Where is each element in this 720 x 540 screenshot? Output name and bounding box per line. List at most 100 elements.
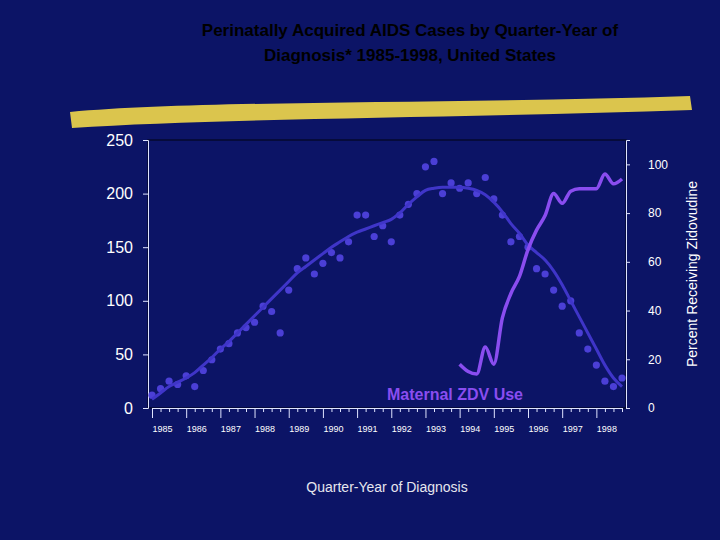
x-tick-mark xyxy=(468,408,469,412)
y-axis: 050100150200250 xyxy=(106,132,148,417)
x-tick-mark xyxy=(511,408,512,412)
y-tick-label: 150 xyxy=(106,239,133,256)
x-tick xyxy=(331,408,332,412)
y2-tick-label: 60 xyxy=(648,255,662,269)
x-tick-mark xyxy=(331,408,332,412)
y2-tick-mark xyxy=(626,359,630,360)
x-tick-mark xyxy=(314,408,315,412)
y2-tick-label: 0 xyxy=(648,401,655,415)
x-tick-mark xyxy=(203,408,204,412)
x-tick-mark xyxy=(528,408,529,418)
data-point xyxy=(302,254,309,261)
x-tick xyxy=(383,408,384,412)
y-axis-line xyxy=(143,141,149,409)
x-tick-mark xyxy=(554,408,555,412)
x-axis: 1985198619871988198919901991199219931994… xyxy=(153,408,623,434)
x-tick xyxy=(212,408,213,412)
data-point xyxy=(610,383,617,390)
x-tick-mark xyxy=(622,408,623,412)
x-tick: 1989 xyxy=(289,408,309,434)
x-tick xyxy=(622,408,623,412)
x-tick xyxy=(417,408,418,412)
x-tick-mark xyxy=(485,408,486,412)
data-point xyxy=(618,374,625,381)
x-tick xyxy=(468,408,469,412)
x-tick-mark xyxy=(280,408,281,412)
x-tick: 1995 xyxy=(494,408,514,434)
y-tick: 50 xyxy=(115,346,148,363)
x-tick-mark xyxy=(519,408,520,412)
x-tick-mark xyxy=(596,408,597,418)
x-tick: 1990 xyxy=(323,408,343,434)
trend-line xyxy=(152,187,622,399)
data-point xyxy=(422,163,429,170)
x-tick xyxy=(519,408,520,412)
x-tick xyxy=(161,408,162,412)
y-tick-mark xyxy=(143,194,148,195)
x-tick-mark xyxy=(357,408,358,418)
x-tick-mark xyxy=(383,408,384,412)
x-tick xyxy=(272,408,273,412)
x-tick-label: 1985 xyxy=(153,424,173,434)
x-tick-mark xyxy=(366,408,367,412)
plot-frame xyxy=(148,140,626,408)
x-tick xyxy=(400,408,401,412)
x-tick xyxy=(579,408,580,412)
x-tick-mark xyxy=(272,408,273,412)
x-tick xyxy=(229,408,230,412)
x-tick xyxy=(477,408,478,412)
y-tick: 0 xyxy=(124,400,148,417)
y2-axis: 020406080100 xyxy=(626,141,668,416)
x-tick xyxy=(246,408,247,412)
x-tick-mark xyxy=(152,408,153,418)
x-tick xyxy=(485,408,486,412)
x-tick-mark xyxy=(246,408,247,412)
data-point xyxy=(371,233,378,240)
y2-tick-mark xyxy=(626,213,630,214)
y-tick-label: 100 xyxy=(106,292,133,309)
x-tick-mark xyxy=(451,408,452,412)
x-tick-label: 1988 xyxy=(255,424,275,434)
x-tick: 1992 xyxy=(392,408,412,434)
data-point xyxy=(447,179,454,186)
background xyxy=(0,0,720,540)
x-tick-mark xyxy=(212,408,213,412)
x-tick-mark xyxy=(161,408,162,412)
x-tick xyxy=(374,408,375,412)
x-tick xyxy=(571,408,572,412)
x-tick: 1991 xyxy=(358,408,378,434)
x-tick-mark xyxy=(323,408,324,418)
x-tick-mark xyxy=(297,408,298,412)
data-point xyxy=(584,345,591,352)
data-point xyxy=(550,286,557,293)
x-tick xyxy=(203,408,204,412)
data-point xyxy=(559,303,566,310)
data-point xyxy=(541,270,548,277)
x-tick: 1994 xyxy=(460,408,480,434)
x-tick: 1988 xyxy=(255,408,275,434)
y-tick-mark xyxy=(143,408,148,409)
x-tick-mark xyxy=(434,408,435,412)
data-point xyxy=(319,260,326,267)
data-point xyxy=(465,179,472,186)
x-tick: 1993 xyxy=(426,408,446,434)
data-point xyxy=(533,265,540,272)
y-tick: 200 xyxy=(106,185,148,202)
title-underline xyxy=(70,96,692,128)
x-tick: 1987 xyxy=(221,408,241,434)
x-tick xyxy=(306,408,307,412)
y2-tick: 100 xyxy=(626,158,668,172)
x-axis-line xyxy=(153,409,623,413)
x-tick xyxy=(169,408,170,412)
y-tick: 150 xyxy=(106,239,148,256)
x-tick-mark xyxy=(289,408,290,418)
data-point xyxy=(576,329,583,336)
x-tick: 1998 xyxy=(597,408,617,434)
x-tick xyxy=(434,408,435,412)
x-tick xyxy=(349,408,350,412)
y-tick-mark xyxy=(143,247,148,248)
data-point xyxy=(388,238,395,245)
y2-tick-label: 20 xyxy=(648,353,662,367)
x-tick-mark xyxy=(562,408,563,418)
x-tick xyxy=(554,408,555,412)
